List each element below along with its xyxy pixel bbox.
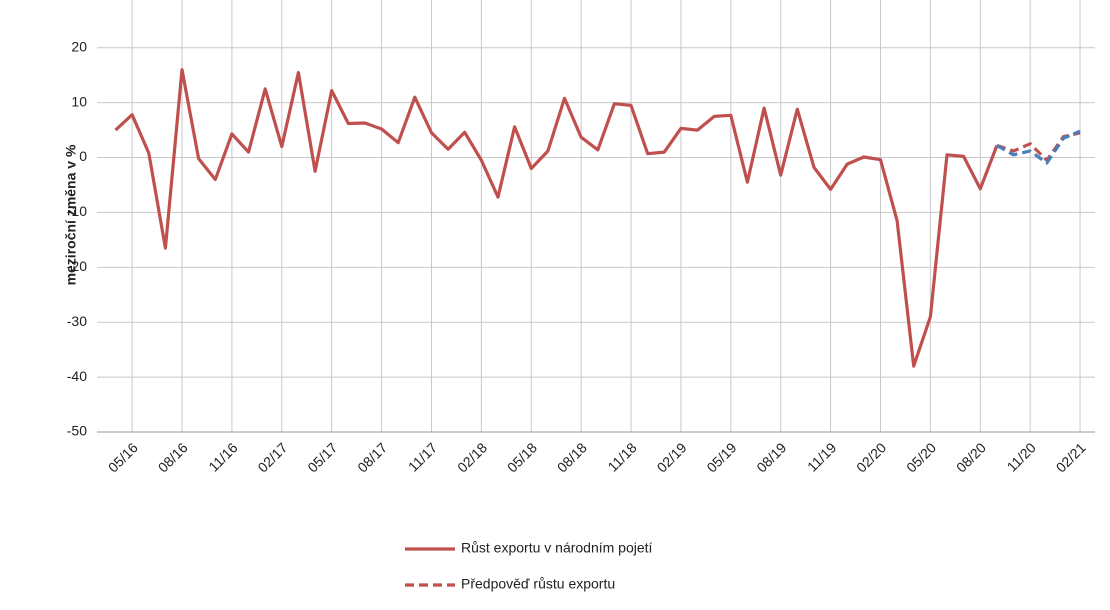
legend-label: Růst exportu v národním pojetí xyxy=(461,540,653,556)
x-tick-label: 05/19 xyxy=(703,439,739,475)
y-tick-label: -20 xyxy=(67,258,87,274)
x-tick-label: 02/18 xyxy=(454,439,490,475)
x-tick-label: 02/21 xyxy=(1053,439,1089,475)
x-tick-label: 05/20 xyxy=(903,439,939,475)
x-tick-label: 08/17 xyxy=(354,439,390,475)
y-axis-label: meziroční změna v % xyxy=(63,144,79,285)
y-tick-label: 10 xyxy=(71,93,87,109)
x-tick-label: 08/18 xyxy=(554,439,590,475)
x-tick-label: 02/17 xyxy=(254,439,290,475)
x-tick-label: 08/20 xyxy=(953,439,989,475)
x-tick-label: 05/17 xyxy=(304,439,340,475)
x-tick-label: 11/18 xyxy=(604,439,640,475)
x-tick-label: 08/16 xyxy=(155,439,191,475)
series-line xyxy=(114,68,999,368)
x-tick-label: 08/19 xyxy=(753,439,789,475)
y-tick-label: -10 xyxy=(67,203,87,219)
y-tick-label: -30 xyxy=(67,313,87,329)
x-tick-label: 11/16 xyxy=(205,439,241,475)
y-tick-label: -40 xyxy=(67,368,87,384)
x-tick-label: 02/19 xyxy=(654,439,690,475)
x-tick-label: 11/17 xyxy=(405,439,441,475)
y-tick-label: 0 xyxy=(79,148,87,164)
series-line xyxy=(996,129,1081,165)
x-tick-label: 05/16 xyxy=(105,439,141,475)
x-tick-label: 11/19 xyxy=(804,439,840,475)
y-tick-label: -50 xyxy=(67,423,87,439)
x-tick-label: 02/20 xyxy=(853,439,889,475)
x-tick-label: 11/20 xyxy=(1004,439,1040,475)
x-tick-label: 05/18 xyxy=(504,439,540,475)
legend-label: Předpověď růstu exportu xyxy=(461,576,615,592)
y-tick-label: 20 xyxy=(71,38,87,54)
